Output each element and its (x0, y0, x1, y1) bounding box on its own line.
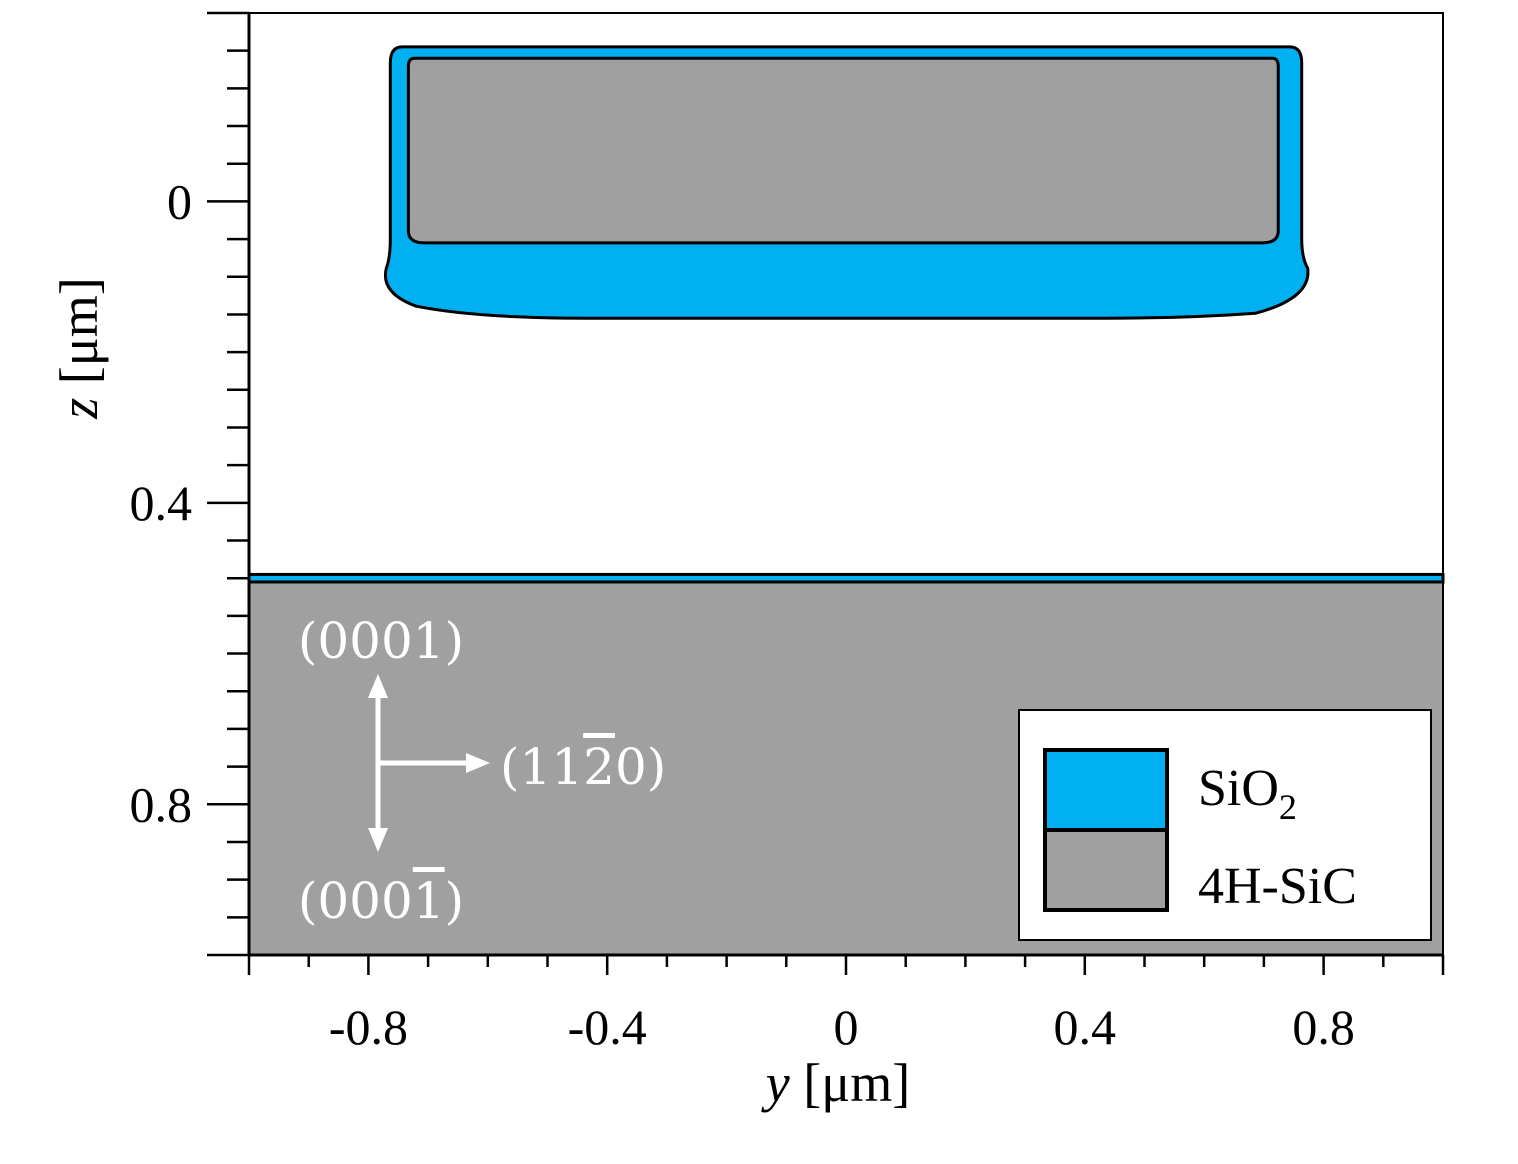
orientation-right-bar-digit: 2 (583, 738, 615, 796)
legend-swatch-sic (1043, 828, 1169, 912)
y-axis-unit: [μm] (49, 277, 109, 384)
orientation-down-prefix: (000 (298, 872, 413, 930)
sio2-surface-film (247, 572, 1445, 584)
y-axis-var: z (49, 398, 109, 420)
orientation-down-bar-digit: 1 (413, 872, 445, 930)
x-axis-title: y [μm] (761, 1053, 910, 1113)
legend-label-sio2-main: SiO (1198, 760, 1279, 817)
orientation-up-label: (0001) (298, 612, 464, 670)
orientation-down-suffix: ) (445, 872, 465, 930)
legend-swatch-sio2 (1043, 748, 1169, 832)
y-tick-label: 0.4 (130, 475, 193, 531)
orientation-right-label: (1120) (500, 738, 666, 796)
orientation-down-label: (0001) (298, 872, 464, 930)
arrow-up-head (368, 674, 388, 698)
x-tick-label: 0.8 (1292, 999, 1355, 1055)
arrow-right-head (466, 753, 490, 773)
orientation-right-prefix: (11 (500, 738, 583, 796)
x-tick-label: 0 (834, 999, 859, 1055)
x-tick-label: -0.8 (329, 999, 408, 1055)
y-tick-label: 0 (167, 173, 192, 229)
x-axis: -0.8 -0.4 0 0.4 0.8 (247, 953, 1445, 1055)
sic-core (406, 56, 1280, 245)
legend: SiO2 4H-SiC (1018, 709, 1432, 941)
legend-label-sio2: SiO2 (1198, 760, 1297, 827)
crystal-orientation-arrows (368, 674, 490, 852)
x-axis-unit: [μm] (803, 1053, 910, 1113)
y-tick-label: 0.8 (130, 776, 193, 832)
y-axis: 0 0.4 0.8 (130, 11, 251, 957)
arrow-down-head (368, 828, 388, 852)
legend-label-sio2-sub: 2 (1279, 787, 1297, 827)
x-tick-label: 0.4 (1054, 999, 1117, 1055)
x-tick-label: -0.4 (568, 999, 647, 1055)
legend-label-sic: 4H-SiC (1198, 858, 1357, 915)
y-axis-title: z [μm] (49, 277, 109, 419)
x-axis-var: y (761, 1053, 790, 1113)
orientation-right-suffix: 0) (615, 738, 666, 796)
